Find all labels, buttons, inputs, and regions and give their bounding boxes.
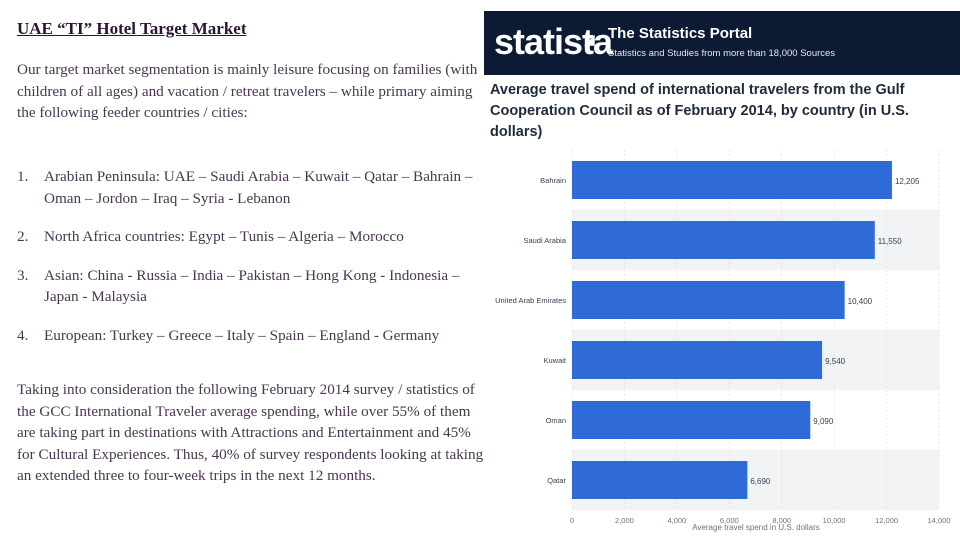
feeder-text: Asian: China - Russia – India – Pakistan… — [44, 266, 460, 306]
feeder-text: European: Turkey – Greece – Italy – Spai… — [44, 326, 440, 344]
feeder-text: North Africa countries: Egypt – Tunis – … — [44, 228, 404, 245]
category-label: Oman — [546, 416, 566, 425]
tick-label: 12,000 — [875, 516, 898, 525]
statista-logo-icon: ◢ — [584, 31, 595, 47]
feeder-number: 4. — [17, 326, 29, 344]
tick-label: 8,000 — [772, 516, 791, 525]
tick-label: 2,000 — [615, 516, 634, 525]
feeder-number: 2. — [17, 228, 29, 245]
tick-label: 14,000 — [928, 516, 951, 525]
chart-title: Average travel spend of international tr… — [490, 82, 909, 140]
value-label: 10,400 — [848, 297, 873, 306]
feeder-text: Arabian Peninsula: UAE – Saudi Arabia – … — [44, 168, 473, 207]
x-axis-label: Average travel spend in U.S. dollars — [692, 523, 819, 532]
feeder-list: 1. Arabian Peninsula: UAE – Saudi Arabia … — [17, 166, 485, 363]
bar-bahrain — [572, 161, 892, 199]
category-label: Qatar — [547, 476, 566, 485]
tick-label: 10,000 — [823, 516, 846, 525]
bar-oman — [572, 401, 811, 439]
bar-saudi-arabia — [572, 221, 875, 259]
feeder-item: 1. Arabian Peninsula: UAE – Saudi Arabia … — [17, 166, 485, 209]
feeder-item: 2. North Africa countries: Egypt – Tunis … — [17, 226, 485, 248]
category-label: Bahrain — [540, 176, 566, 185]
tick-label: 0 — [570, 516, 574, 525]
feeder-number: 3. — [17, 266, 29, 284]
value-label: 9,540 — [825, 357, 846, 366]
statista-logo: statista — [494, 21, 613, 62]
tick-label: 4,000 — [667, 516, 686, 525]
bar-chart: Bahrain Saudi Arabia United Arab Emirates K… — [495, 150, 951, 532]
value-label: 12,205 — [895, 177, 920, 186]
survey-paragraph: Taking into consideration the following … — [17, 381, 484, 484]
value-label: 6,690 — [750, 477, 771, 486]
intro-paragraph: Our target market segmentation is mainly… — [17, 61, 478, 121]
feeder-item: 4. European: Turkey – Greece – Italy – Sp… — [17, 325, 485, 347]
bar-kuwait — [572, 341, 823, 379]
tick-label: 6,000 — [720, 516, 739, 525]
category-label: United Arab Emirates — [495, 296, 566, 305]
value-label: 9,090 — [813, 417, 834, 426]
feeder-item: 3. Asian: China - Russia – India – Pakist… — [17, 265, 485, 308]
feeder-number: 1. — [17, 168, 29, 185]
statista-banner: statista ◢ The Statistics Portal Statist… — [484, 11, 960, 75]
bar-qatar — [572, 461, 748, 499]
bar-united-arab-emirates — [572, 281, 845, 319]
value-label: 11,550 — [878, 237, 902, 246]
category-label: Saudi Arabia — [523, 236, 566, 245]
category-label: Kuwait — [543, 356, 566, 365]
slide-title: UAE “TI” Hotel Target Market — [17, 19, 247, 38]
portal-tagline: Statistics and Studies from more than 18… — [608, 48, 836, 59]
portal-name: The Statistics Portal — [608, 25, 753, 42]
